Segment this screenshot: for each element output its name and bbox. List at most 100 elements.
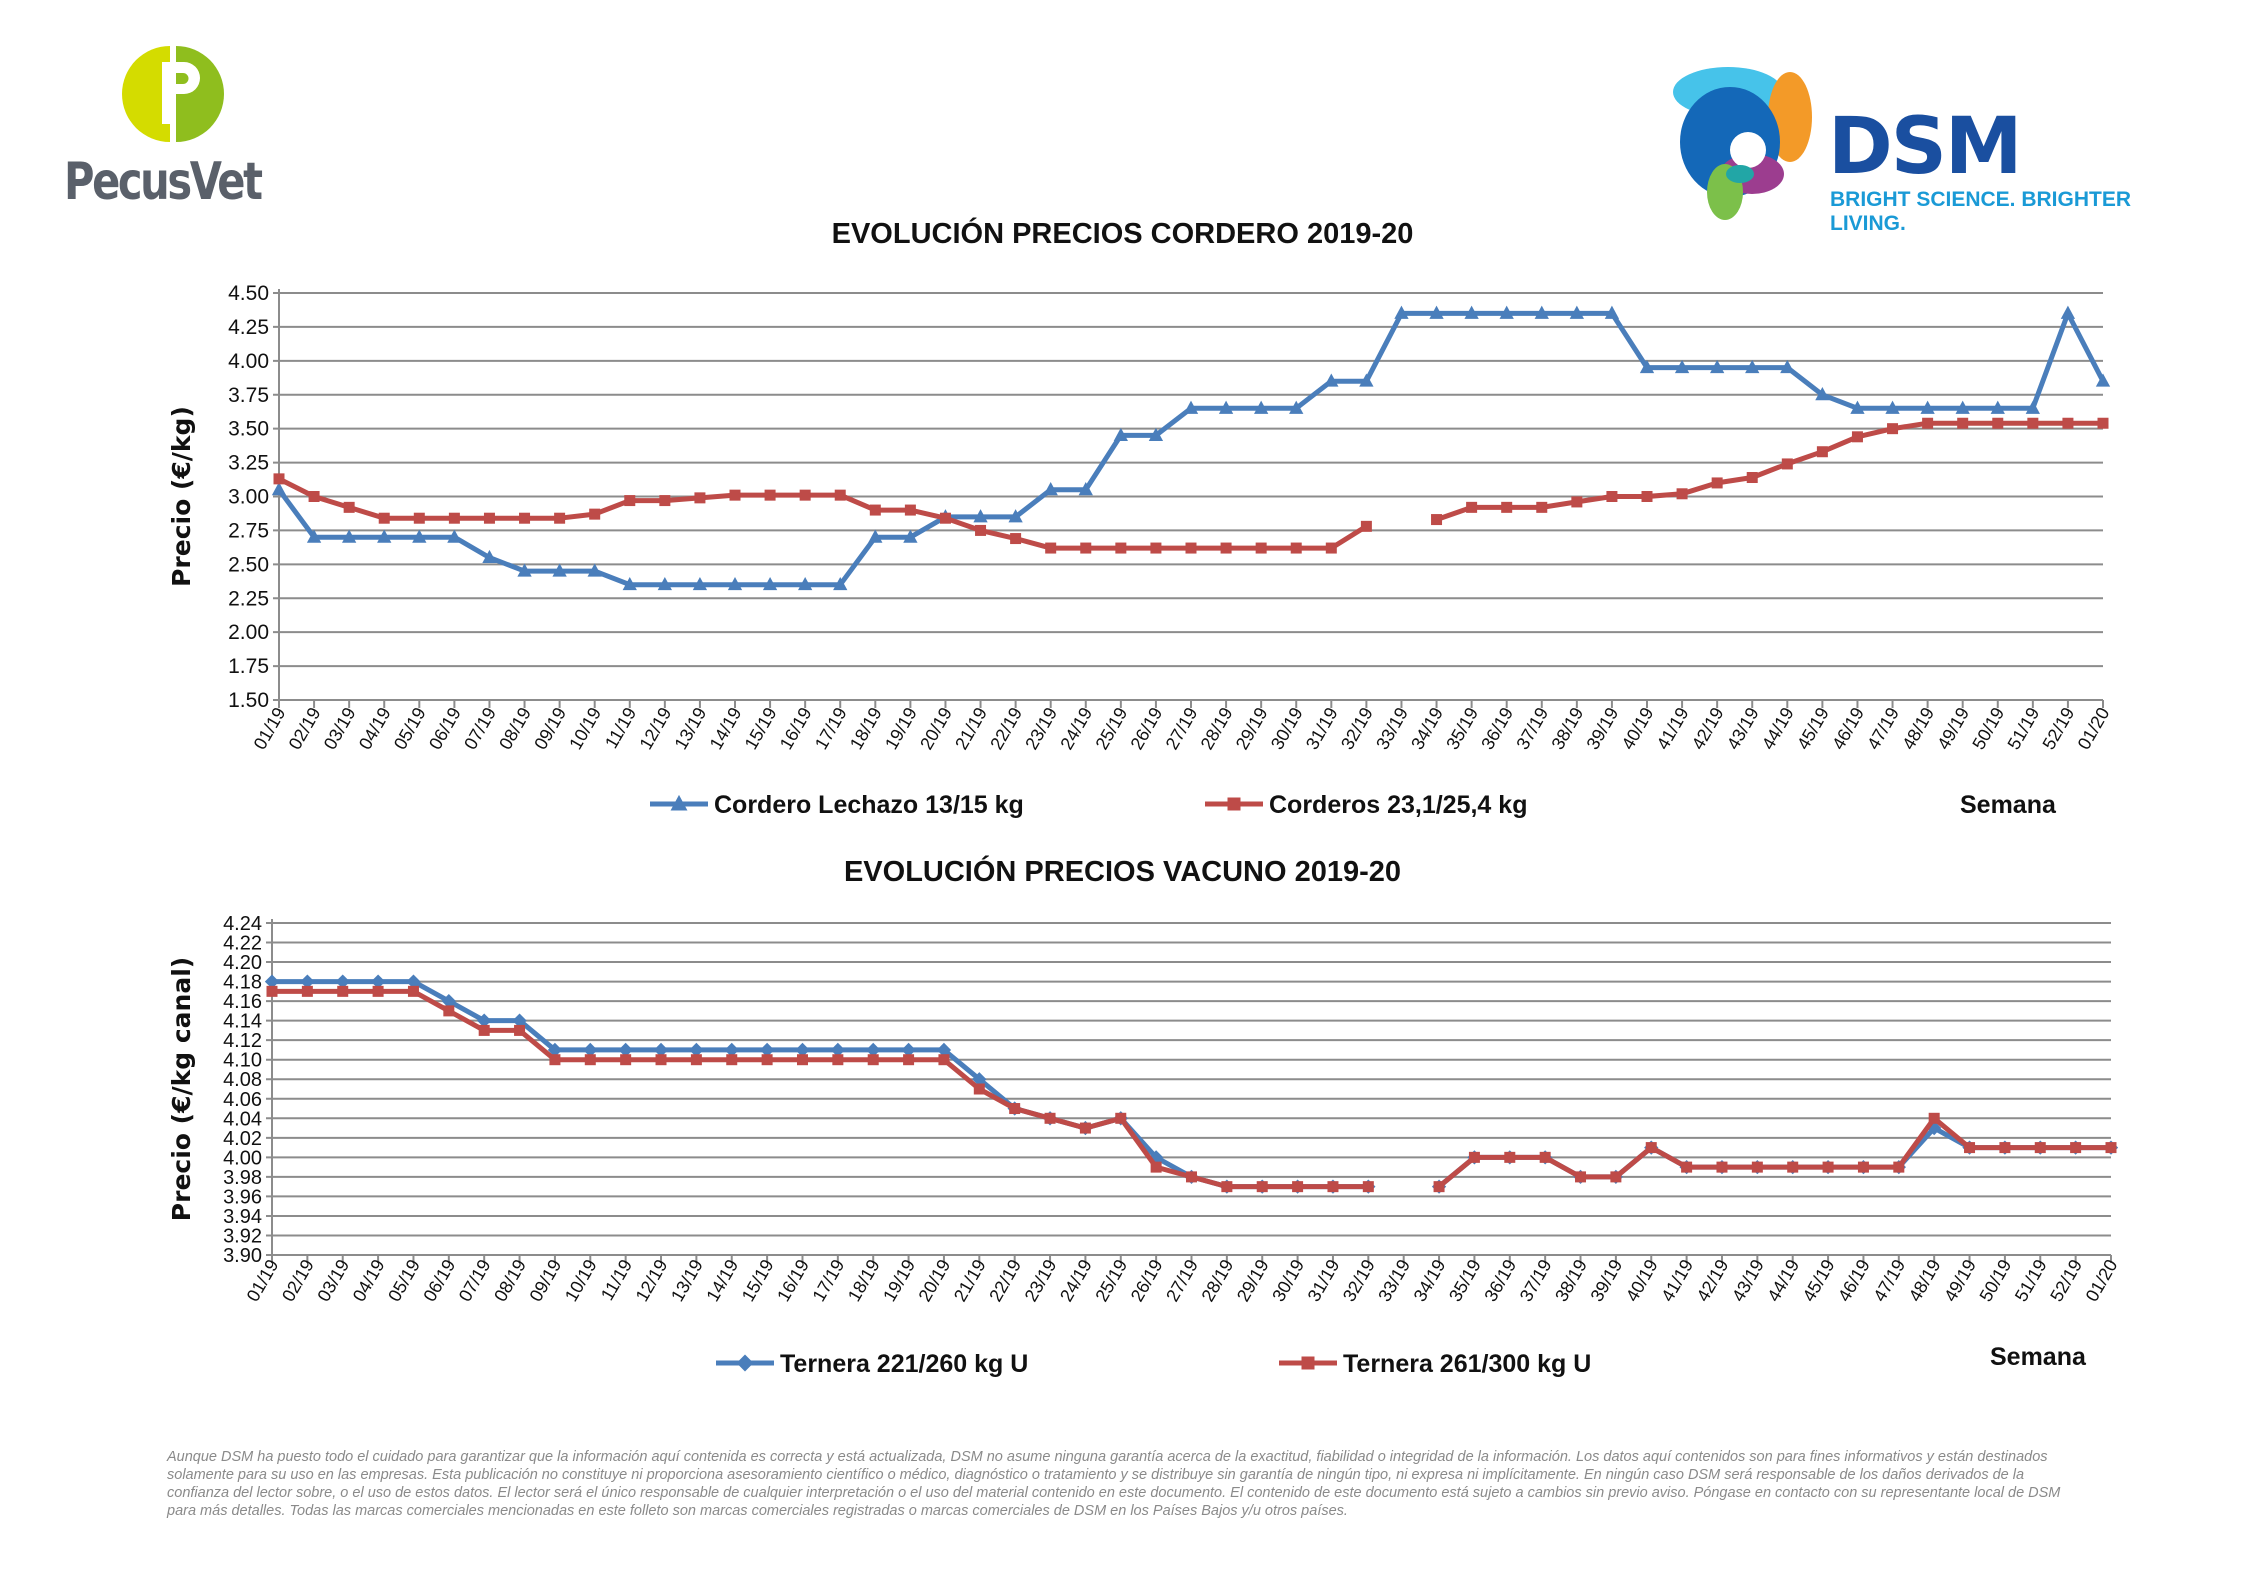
x-tick-label: 40/19 <box>1622 1256 1662 1305</box>
data-point <box>1674 359 1690 374</box>
data-point <box>795 1042 810 1058</box>
x-tick-label: 09/19 <box>526 1256 566 1305</box>
y-tick-label: 4.02 <box>223 1128 262 1150</box>
x-tick-label: 29/19 <box>1233 1256 1273 1305</box>
data-point <box>2097 417 2109 429</box>
data-point <box>1466 501 1478 513</box>
x-tick-label: 37/19 <box>1512 704 1552 753</box>
x-tick-label: 34/19 <box>1407 704 1447 753</box>
x-tick-label: 17/19 <box>808 1256 848 1305</box>
legend-marker <box>1227 797 1241 811</box>
data-point <box>1641 491 1653 502</box>
data-point <box>1955 400 1970 414</box>
data-point <box>1079 1122 1091 1134</box>
data-point <box>584 1054 596 1066</box>
x-tick-label: 33/19 <box>1372 704 1412 753</box>
series-line <box>277 420 2103 551</box>
data-point <box>869 504 881 516</box>
data-point <box>1957 417 1969 429</box>
data-point <box>1504 1151 1516 1163</box>
data-point <box>1255 542 1267 554</box>
x-tick-label: 05/19 <box>390 704 430 753</box>
data-point <box>624 495 636 507</box>
x-tick-label: 36/19 <box>1477 704 1517 753</box>
x-tick-label: 41/19 <box>1653 704 1693 753</box>
data-point <box>2027 417 2039 429</box>
y-tick-label: 4.04 <box>223 1108 262 1130</box>
data-point <box>939 512 951 524</box>
x-tick-label: 52/19 <box>2046 1256 2086 1305</box>
data-point <box>1639 359 1655 374</box>
data-point <box>554 512 566 524</box>
data-point <box>1186 1171 1197 1183</box>
data-point <box>1256 1181 1268 1193</box>
legend-marker <box>1301 1356 1315 1370</box>
data-point <box>1990 400 2005 414</box>
data-point <box>1115 1112 1127 1124</box>
data-point <box>657 576 672 591</box>
data-point <box>1148 1150 1164 1165</box>
data-point <box>1571 496 1583 508</box>
data-point <box>337 985 349 997</box>
x-tick-label: 33/19 <box>1374 1256 1414 1305</box>
y-tick-label: 3.92 <box>223 1225 262 1247</box>
x-tick-label: 47/19 <box>1869 1256 1909 1305</box>
data-point <box>759 1042 775 1058</box>
data-point <box>1431 514 1443 526</box>
data-point <box>1780 359 1795 374</box>
data-point <box>659 495 671 507</box>
data-point <box>904 504 916 516</box>
data-point <box>653 1042 669 1058</box>
x-tick-label: 26/19 <box>1127 704 1167 753</box>
data-point <box>443 1005 455 1017</box>
x-tick-label: 11/19 <box>597 1256 636 1304</box>
data-point <box>1080 542 1092 554</box>
x-tick-label: 01/20 <box>2082 1256 2122 1305</box>
y-tick-label: 4.10 <box>223 1050 262 1072</box>
y-tick-label: 4.24 <box>223 913 262 935</box>
x-tick-label: 42/19 <box>1693 1256 1733 1305</box>
y-tick-label: 3.25 <box>228 452 269 475</box>
data-point <box>1362 1181 1374 1193</box>
chart-1: 3.903.923.943.963.984.004.024.044.064.08… <box>167 913 2121 1378</box>
data-point <box>762 576 778 591</box>
data-point <box>1148 427 1164 441</box>
data-point <box>867 1054 879 1066</box>
x-tick-label: 21/19 <box>951 704 991 753</box>
x-tick-label: 26/19 <box>1127 1256 1167 1305</box>
x-tick-label: 15/19 <box>738 1256 778 1305</box>
data-point <box>936 1042 952 1058</box>
x-tick-label: 14/19 <box>706 704 746 753</box>
y-axis-title: Precio (€/kg) <box>167 406 196 587</box>
x-tick-label: 52/19 <box>2039 704 2079 753</box>
y-tick-label: 3.90 <box>223 1245 262 1267</box>
legend-label: Ternera 261/300 kg U <box>1343 1350 1591 1378</box>
x-tick-label: 15/19 <box>741 704 781 753</box>
legend-marker <box>670 794 688 811</box>
data-point <box>2070 1142 2082 1154</box>
x-tick-label: 27/19 <box>1162 704 1202 753</box>
x-tick-label: 20/19 <box>916 704 956 753</box>
x-tick-label: 08/19 <box>490 1256 530 1305</box>
data-point <box>441 993 456 1009</box>
data-point <box>975 524 987 536</box>
data-point <box>830 1042 845 1058</box>
data-point <box>1360 520 1372 532</box>
data-point <box>1681 1161 1693 1173</box>
data-point <box>1992 417 2004 429</box>
y-tick-label: 4.00 <box>223 1147 262 1169</box>
x-tick-label: 01/20 <box>2074 704 2114 753</box>
x-tick-label: 19/19 <box>881 704 921 753</box>
x-tick-label: 23/19 <box>1021 704 1061 753</box>
data-point <box>1920 400 1935 414</box>
data-point <box>1254 400 1269 414</box>
legal-disclaimer: Aunque DSM ha puesto todo el cuidado par… <box>167 1449 2061 1519</box>
pecusvet-wordmark: PecusVet <box>64 152 263 212</box>
data-point <box>266 985 278 997</box>
data-point <box>901 1042 916 1058</box>
data-point <box>1645 1142 1657 1154</box>
x-tick-label: 36/19 <box>1480 1256 1520 1305</box>
data-point <box>335 974 350 989</box>
x-tick-label: 46/19 <box>1834 1256 1874 1305</box>
y-tick-label: 2.75 <box>228 519 269 542</box>
